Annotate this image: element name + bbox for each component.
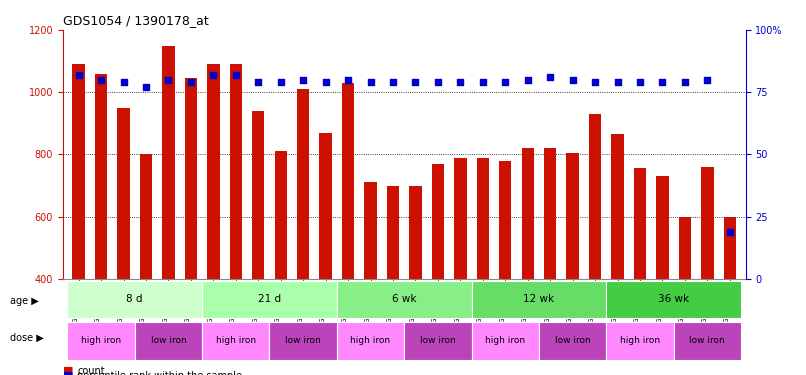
Bar [68,322,135,360]
Point [251,79,264,85]
Text: 8 d: 8 d [127,294,143,304]
Text: high iron: high iron [620,336,660,345]
Bar [606,322,674,360]
Text: dose ▶: dose ▶ [10,333,44,343]
Bar [674,322,741,360]
Bar [409,186,422,279]
Bar [202,281,337,318]
Point [319,79,332,85]
Text: low iron: low iron [420,336,455,345]
Point [521,77,534,83]
Text: GDS1054 / 1390178_at: GDS1054 / 1390178_at [63,15,209,27]
Bar [337,281,472,318]
Bar [207,64,219,279]
Point [588,79,601,85]
Bar [454,158,467,279]
Text: low iron: low iron [285,336,321,345]
Bar [162,45,175,279]
Point [431,79,444,85]
Text: age ▶: age ▶ [10,296,39,306]
Bar [230,64,242,279]
Bar [269,322,337,360]
Bar [606,281,741,318]
Bar [539,322,606,360]
Bar [342,83,355,279]
Point [274,79,287,85]
Point [679,79,692,85]
Bar [472,322,539,360]
Point [297,77,310,83]
Text: high iron: high iron [81,336,121,345]
Text: high iron: high iron [351,336,391,345]
Bar [319,133,332,279]
Bar [139,154,152,279]
Point [139,84,152,90]
Bar [297,89,310,279]
Bar [589,114,601,279]
Bar [701,167,713,279]
Bar [364,183,376,279]
Point [723,229,736,235]
Bar [404,322,472,360]
Text: 36 wk: 36 wk [659,294,689,304]
Bar [499,160,512,279]
Bar [432,164,444,279]
Text: 12 wk: 12 wk [523,294,555,304]
Point [611,79,624,85]
Bar [95,74,107,279]
Text: high iron: high iron [216,336,256,345]
Point [230,72,243,78]
Point [476,79,489,85]
Bar [135,322,202,360]
Text: ■: ■ [63,366,73,375]
Bar [679,217,691,279]
Bar [521,148,534,279]
Bar [476,158,489,279]
Text: 6 wk: 6 wk [392,294,417,304]
Point [634,79,646,85]
Point [94,77,107,83]
Text: percentile rank within the sample: percentile rank within the sample [77,371,243,375]
Bar [567,153,579,279]
Text: low iron: low iron [151,336,186,345]
Bar [73,64,85,279]
Point [207,72,220,78]
Bar [634,168,646,279]
Bar [185,78,197,279]
Point [387,79,400,85]
Bar [472,281,606,318]
Bar [275,152,287,279]
Point [364,79,377,85]
Point [342,77,355,83]
Bar [68,281,202,318]
Text: ■: ■ [63,371,73,375]
Bar [118,108,130,279]
Text: high iron: high iron [485,336,526,345]
Point [409,79,422,85]
Point [499,79,512,85]
Point [117,79,130,85]
Bar [544,148,556,279]
Bar [337,322,404,360]
Point [454,79,467,85]
Bar [387,186,399,279]
Point [162,77,175,83]
Point [701,77,714,83]
Point [185,79,197,85]
Point [544,74,557,80]
Text: 21 d: 21 d [258,294,281,304]
Text: count: count [77,366,105,375]
Text: low iron: low iron [555,336,591,345]
Point [656,79,669,85]
Point [566,77,579,83]
Text: low iron: low iron [689,336,725,345]
Bar [252,111,264,279]
Bar [724,217,736,279]
Bar [612,134,624,279]
Bar [202,322,269,360]
Bar [656,176,669,279]
Point [73,72,85,78]
